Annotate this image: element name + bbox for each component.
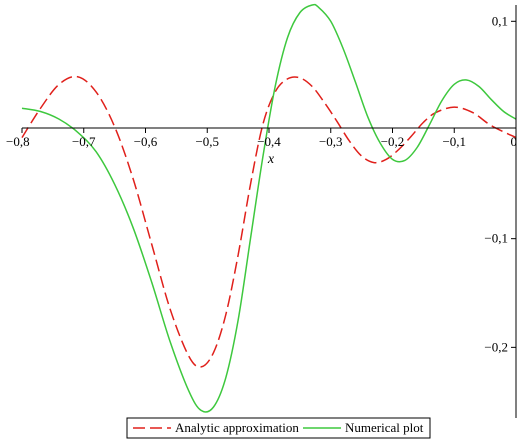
legend: Analytic approximation Numerical plot — [126, 417, 431, 439]
x-tick-label: −0,4 — [257, 134, 281, 149]
legend-box — [126, 417, 431, 439]
y-tick-label: 0,1 — [492, 13, 508, 28]
x-tick-label: −0,6 — [134, 134, 158, 149]
x-tick-label: 0 — [511, 134, 518, 149]
x-axis-label: x — [267, 152, 275, 167]
x-tick-label: −0,8 — [6, 134, 30, 149]
legend-label-numerical: Numerical plot — [345, 420, 424, 435]
x-tick-label: −0,5 — [195, 134, 219, 149]
x-tick-label: −0,2 — [381, 134, 405, 149]
series-line-analytic — [21, 75, 517, 368]
legend-label-analytic: Analytic approximation — [175, 420, 299, 435]
x-axis: −0,8 −0,7 −0,6 −0,5 −0,4 −0,3 −0,2 −0,1 0 — [6, 127, 518, 149]
y-axis: 0,1 −0,1 −0,2 — [484, 5, 517, 418]
y-tick-label: −0,1 — [484, 231, 508, 246]
plot-lines — [21, 3, 517, 413]
x-tick-label: −0,1 — [442, 134, 466, 149]
x-tick-label: −0,3 — [319, 134, 343, 149]
y-tick-label: −0,2 — [484, 339, 508, 354]
x-tick-label: −0,7 — [72, 134, 96, 149]
series-line-numerical — [21, 3, 517, 413]
